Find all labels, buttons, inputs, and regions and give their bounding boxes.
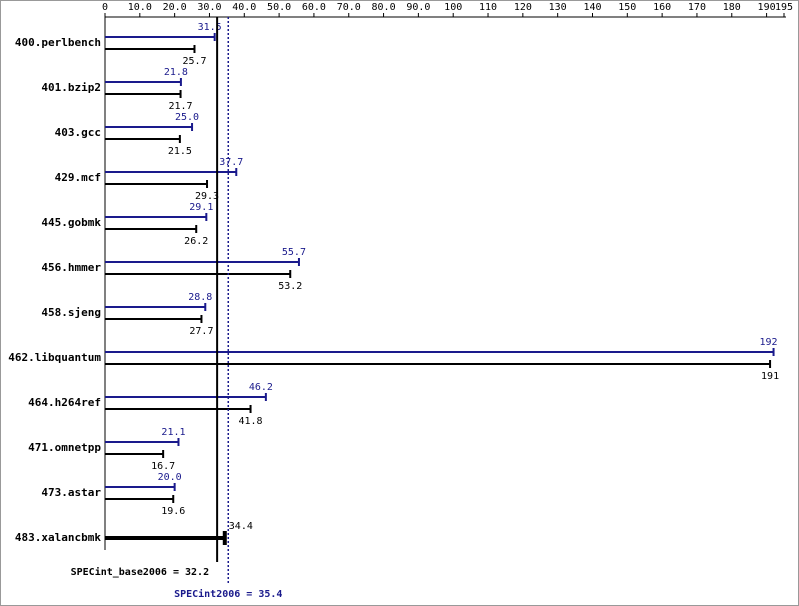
peak-value-label: 46.2 — [249, 382, 273, 393]
base-bar — [105, 225, 198, 233]
peak-bar — [105, 303, 207, 311]
peak-value-label: 55.7 — [282, 247, 306, 258]
peak-value-label: 21.8 — [164, 67, 188, 78]
x-tick-label: 170 — [688, 2, 706, 13]
peak-value-label: 37.7 — [219, 157, 243, 168]
category-label: 445.gobmk — [41, 216, 101, 229]
peak-bar — [105, 258, 300, 266]
base-value-label: 21.7 — [169, 101, 193, 112]
base-value-label: 41.8 — [239, 416, 263, 427]
base-value-label: 16.7 — [151, 461, 175, 472]
base-value-label: 25.7 — [182, 56, 206, 67]
peak-bar — [105, 168, 238, 176]
base-value-label: 27.7 — [189, 326, 213, 337]
peak-bar — [105, 123, 194, 131]
category-label: 458.sjeng — [41, 306, 101, 319]
category-label: 456.hmmer — [41, 261, 101, 274]
base-bar — [105, 180, 209, 188]
peak-value-label: 21.1 — [161, 427, 185, 438]
peak-bar — [105, 78, 182, 86]
x-tick-label: 120 — [514, 2, 532, 13]
x-tick-label: 90.0 — [406, 2, 430, 13]
base-bar — [105, 270, 292, 278]
category-label: 403.gcc — [55, 126, 101, 139]
x-tick-label: 50.0 — [267, 2, 291, 13]
category-label: 473.astar — [41, 486, 101, 499]
x-tick-label: 100 — [444, 2, 462, 13]
base-bar — [105, 90, 182, 98]
base-bar — [105, 495, 175, 503]
base-value-label: 19.6 — [161, 506, 185, 517]
peak-value-label: 20.0 — [158, 472, 182, 483]
base-bar — [105, 360, 772, 368]
x-tick-label: 140 — [583, 2, 601, 13]
x-tick-label: 160 — [653, 2, 671, 13]
category-label: 483.xalancbmk — [15, 531, 101, 544]
x-tick-label: 190 — [758, 2, 776, 13]
base-value-label: 29.3 — [195, 191, 219, 202]
category-label: 462.libquantum — [8, 351, 101, 364]
x-tick-label: 150 — [618, 2, 636, 13]
category-label: 464.h264ref — [28, 396, 101, 409]
base-bar — [105, 45, 196, 53]
x-tick-label: 40.0 — [232, 2, 256, 13]
peak-value-label: 31.5 — [198, 22, 222, 33]
base-value-label: 34.4 — [229, 521, 253, 532]
peak-value-label: 25.0 — [175, 112, 199, 123]
peak-bar — [105, 438, 180, 446]
peak-bar — [105, 33, 216, 41]
peak-bar — [105, 483, 176, 491]
base-bar — [105, 450, 165, 458]
base-value-label: 21.5 — [168, 146, 192, 157]
x-tick-label: 20.0 — [163, 2, 187, 13]
x-tick-label: 10.0 — [128, 2, 152, 13]
category-label: 471.omnetpp — [28, 441, 101, 454]
x-tick-label: 80.0 — [372, 2, 396, 13]
base-value-label: 26.2 — [184, 236, 208, 247]
x-tick-label: 195 — [775, 2, 793, 13]
reference-label: SPECint2006 = 35.4 — [174, 588, 282, 600]
base-bar — [105, 315, 203, 323]
base-value-label: 53.2 — [278, 281, 302, 292]
category-label: 429.mcf — [55, 171, 101, 184]
reference-label: SPECint_base2006 = 32.2 — [71, 566, 209, 578]
peak-bar — [105, 393, 267, 401]
peak-value-label: 29.1 — [189, 202, 213, 213]
x-tick-label: 130 — [549, 2, 567, 13]
peak-value-label: 192 — [760, 337, 778, 348]
category-label: 401.bzip2 — [41, 81, 101, 94]
x-tick-label: 30.0 — [197, 2, 221, 13]
x-tick-label: 180 — [723, 2, 741, 13]
x-tick-label: 70.0 — [337, 2, 361, 13]
category-label: 400.perlbench — [15, 36, 101, 49]
base-bar — [105, 531, 227, 545]
base-value-label: 191 — [761, 371, 779, 382]
base-bar — [105, 405, 252, 413]
base-bar — [105, 135, 181, 143]
x-tick-label: 60.0 — [302, 2, 326, 13]
peak-bar — [105, 213, 208, 221]
peak-value-label: 28.8 — [188, 292, 212, 303]
x-tick-label: 0 — [102, 2, 108, 13]
x-tick-label: 110 — [479, 2, 497, 13]
